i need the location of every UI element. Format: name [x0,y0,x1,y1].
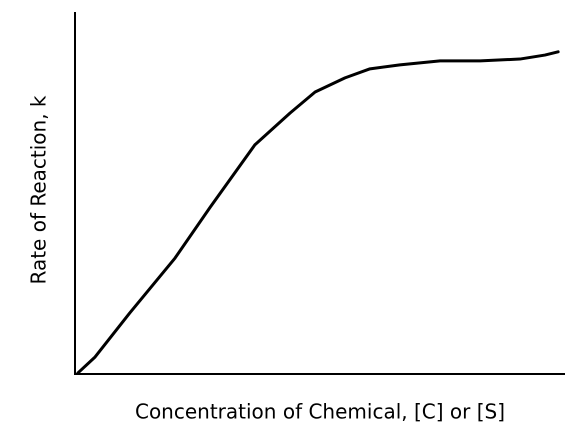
curve [76,50,560,375]
y-axis-label: Rate of Reaction, k [27,95,51,284]
x-axis-label: Concentration of Chemical, [C] or [S] [135,400,505,424]
